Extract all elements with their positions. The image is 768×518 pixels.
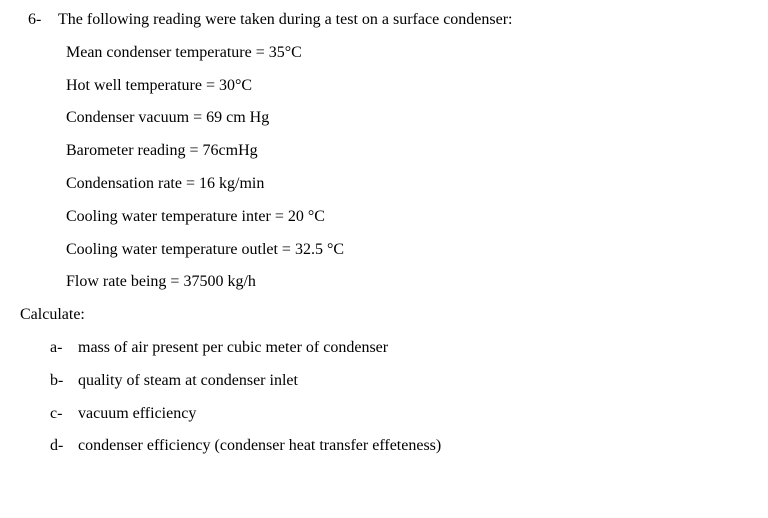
data-item: Mean condenser temperature = 35°C: [66, 43, 748, 64]
question-intro: The following reading were taken during …: [58, 10, 513, 31]
subquestion: d- condenser efficiency (condenser heat …: [50, 436, 748, 457]
subquestion-letter: d-: [50, 436, 78, 457]
question-number: 6-: [20, 10, 58, 31]
data-item: Condenser vacuum = 69 cm Hg: [66, 108, 748, 129]
question-header: 6- The following reading were taken duri…: [20, 10, 748, 31]
subquestion-text: mass of air present per cubic meter of c…: [78, 338, 388, 359]
subquestion-text: vacuum efficiency: [78, 404, 196, 425]
subquestion-text: condenser efficiency (condenser heat tra…: [78, 436, 441, 457]
data-item: Hot well temperature = 30°C: [66, 76, 748, 97]
subquestion-letter: b-: [50, 371, 78, 392]
data-item: Condensation rate = 16 kg/min: [66, 174, 748, 195]
subquestion-text: quality of steam at condenser inlet: [78, 371, 298, 392]
subquestion-letter: a-: [50, 338, 78, 359]
data-item: Cooling water temperature outlet = 32.5 …: [66, 240, 748, 261]
subquestion-letter: c-: [50, 404, 78, 425]
calculate-label: Calculate:: [20, 305, 748, 326]
subquestion: a- mass of air present per cubic meter o…: [50, 338, 748, 359]
data-item: Barometer reading = 76cmHg: [66, 141, 748, 162]
subquestion: c- vacuum efficiency: [50, 404, 748, 425]
data-item: Flow rate being = 37500 kg/h: [66, 272, 748, 293]
subquestion: b- quality of steam at condenser inlet: [50, 371, 748, 392]
data-item: Cooling water temperature inter = 20 °C: [66, 207, 748, 228]
